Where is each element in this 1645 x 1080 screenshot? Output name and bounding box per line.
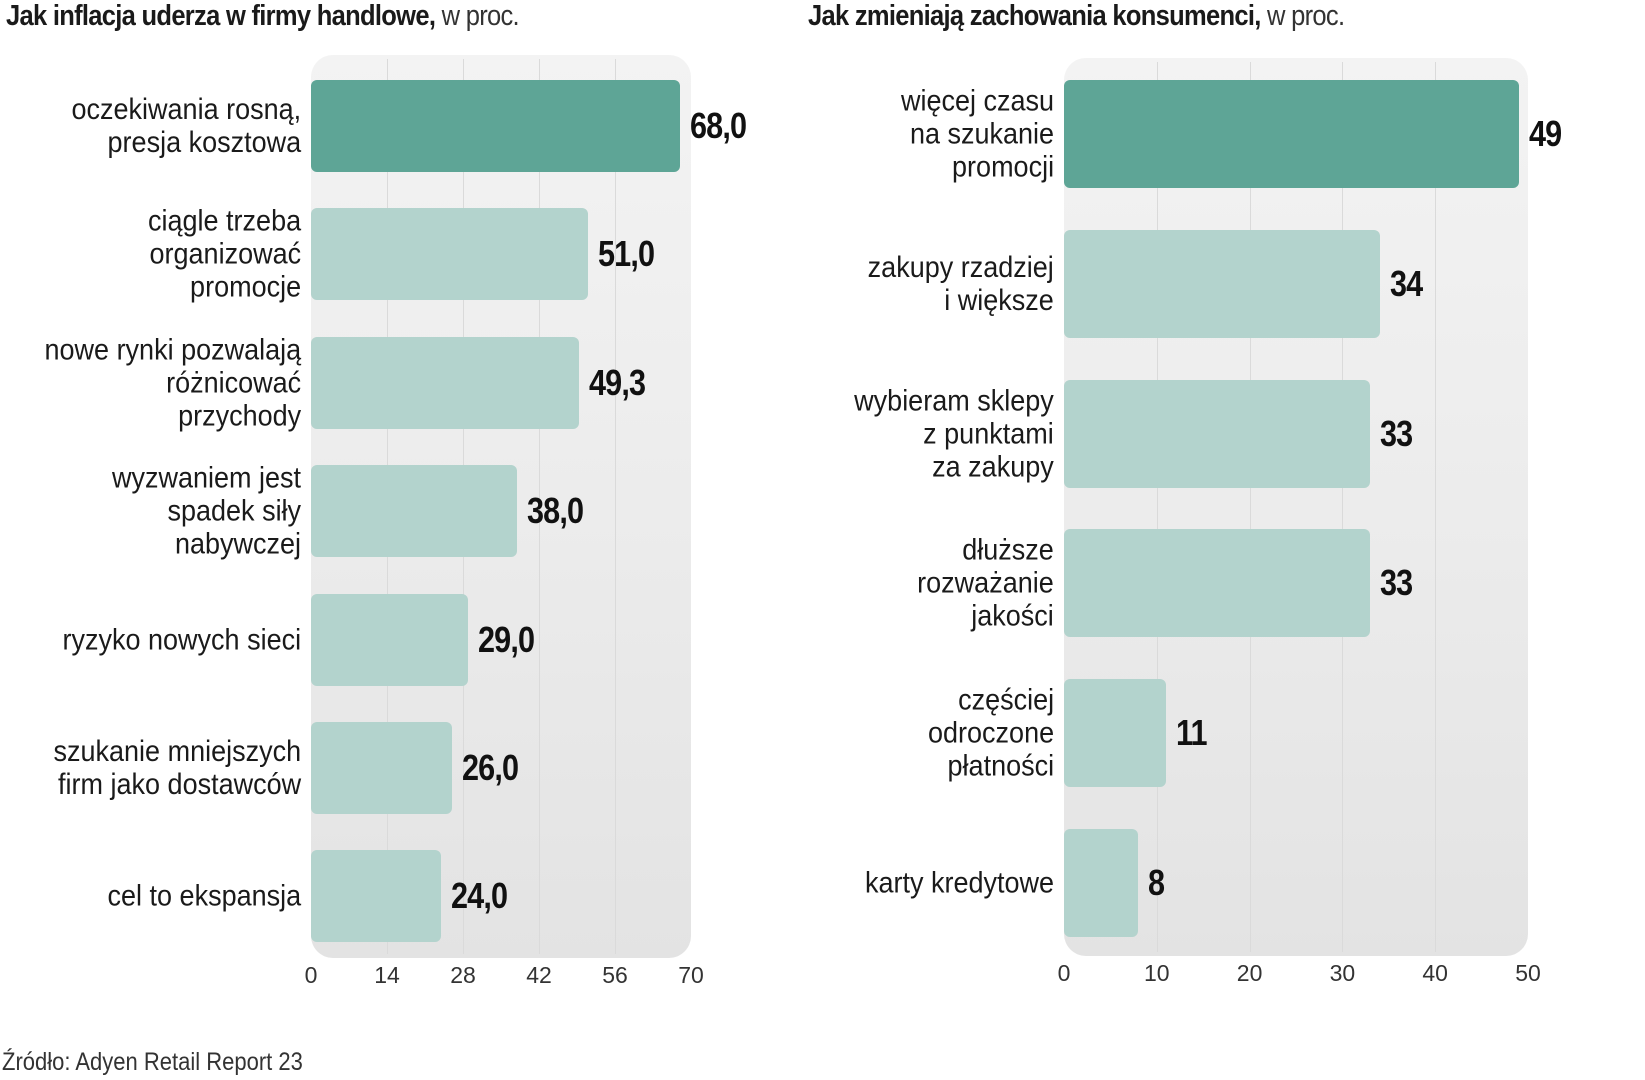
value-label: 34	[1389, 262, 1423, 304]
bar	[1064, 829, 1139, 937]
source-note: Źródło: Adyen Retail Report 23	[2, 1048, 303, 1076]
chart-title-left-main: Jak inflacja uderza w firmy handlowe,	[6, 0, 436, 32]
bar	[311, 722, 453, 814]
gridline	[1342, 62, 1344, 952]
category-label: ryzyko nowych sieci	[62, 623, 301, 657]
category-label: zakupy rzadziej i większe	[867, 250, 1054, 317]
category-label: ciągle trzeba organizować promocje	[147, 204, 301, 304]
category-label: więcej czasu na szukanie promocji	[900, 84, 1054, 184]
value-label: 26,0	[462, 747, 519, 788]
value-label: 38,0	[527, 490, 584, 532]
category-label: dłuższe rozważanie jakości	[917, 533, 1054, 633]
category-label: cel to ekspansja	[107, 879, 301, 913]
plot-background	[1064, 58, 1528, 956]
category-label: szukanie mniejszych firm jako dostawców	[53, 735, 301, 801]
category-label: częściej odroczone płatności	[927, 683, 1054, 783]
x-tick-label: 50	[1515, 960, 1541, 986]
bar	[311, 80, 681, 172]
bar	[311, 850, 442, 943]
category-label: oczekiwania rosną, presja kosztowa	[71, 93, 301, 159]
bar	[311, 593, 469, 686]
x-tick-label: 30	[1329, 960, 1356, 986]
chart-title-left-unit: w proc.	[441, 0, 520, 32]
x-tick-label: 40	[1422, 960, 1448, 986]
category-label: wybieram sklepy z punktami za zakupy	[854, 384, 1054, 484]
bar	[1064, 80, 1519, 188]
value-label: 33	[1380, 412, 1413, 454]
gridline	[539, 59, 540, 954]
x-tick-label: 20	[1236, 960, 1263, 986]
chart-title-left: Jak inflacja uderza w firmy handlowe, w …	[6, 0, 520, 33]
x-tick-label: 14	[374, 962, 400, 988]
chart-title-right: Jak zmieniają zachowania konsumenci, w p…	[808, 0, 1345, 33]
bar	[1064, 229, 1380, 338]
value-label: 24,0	[451, 875, 508, 917]
x-tick-label: 28	[450, 962, 476, 988]
x-tick-label: 42	[526, 962, 552, 988]
value-label: 49	[1528, 113, 1562, 154]
value-label: 51,0	[597, 233, 655, 275]
value-label: 33	[1380, 562, 1413, 604]
chart-title-right-unit: w proc.	[1267, 0, 1345, 32]
bar	[311, 465, 518, 558]
x-tick-label: 70	[678, 962, 704, 988]
bar	[1064, 529, 1371, 638]
value-label: 68,0	[690, 105, 747, 146]
value-label: 29,0	[478, 618, 535, 660]
gridline	[1156, 62, 1158, 952]
category-label: karty kredytowe	[864, 866, 1054, 900]
value-label: 11	[1176, 712, 1208, 754]
bar	[1064, 679, 1167, 788]
value-label: 49,3	[588, 361, 646, 403]
bar	[311, 208, 588, 301]
value-label: 8	[1148, 862, 1165, 903]
x-tick-label: 56	[602, 962, 628, 988]
category-label: wyzwaniem jest spadek siły nabywczej	[111, 461, 301, 561]
bar	[1064, 379, 1371, 488]
gridline	[615, 59, 616, 954]
gridline	[1435, 62, 1437, 952]
category-label: nowe rynki pozwalają różnicować przychod…	[44, 333, 301, 433]
chart-title-right-main: Jak zmieniają zachowania konsumenci,	[808, 0, 1261, 32]
gridline	[1249, 62, 1251, 952]
x-tick-label: 0	[304, 962, 318, 988]
x-tick-label: 0	[1057, 960, 1071, 986]
bar	[311, 336, 579, 429]
x-tick-label: 10	[1144, 960, 1170, 986]
